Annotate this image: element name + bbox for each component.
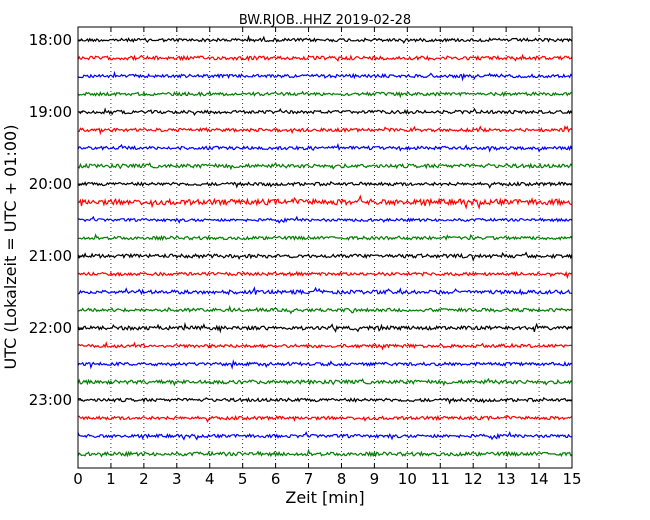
x-tick-labels: 0 1 2 3 4 5 6 7 8 9 10 11 12 13 14 15 bbox=[73, 470, 581, 488]
seismic-trace bbox=[77, 53, 573, 62]
seismic-trace bbox=[77, 161, 573, 171]
y-tick-labels: 18:00 19:00 20:00 21:00 22:00 23:00 bbox=[29, 31, 72, 409]
seismic-trace bbox=[77, 377, 573, 387]
x-tick-label: 1 bbox=[106, 470, 116, 488]
chart-title: BW.RJOB..HHZ 2019-02-28 bbox=[239, 13, 411, 28]
x-tick-label: 0 bbox=[73, 470, 83, 488]
y-tick-label: 20:00 bbox=[29, 175, 72, 193]
seismic-trace bbox=[77, 321, 573, 334]
trace-layer bbox=[77, 34, 573, 458]
seismic-trace bbox=[77, 70, 573, 82]
seismic-trace bbox=[77, 305, 573, 315]
y-tick-label: 18:00 bbox=[29, 31, 72, 49]
y-tick-label: 23:00 bbox=[29, 391, 72, 409]
seismic-trace bbox=[77, 341, 573, 351]
grid-layer bbox=[110, 27, 540, 468]
seismic-trace bbox=[78, 414, 573, 423]
x-axis-label: Zeit [min] bbox=[285, 488, 364, 507]
x-tick-label: 13 bbox=[497, 470, 516, 488]
seismic-trace bbox=[77, 34, 573, 44]
seismic-trace bbox=[78, 107, 573, 117]
seismic-trace bbox=[77, 215, 573, 224]
x-tick-label: 8 bbox=[337, 470, 347, 488]
x-tick-label: 15 bbox=[562, 470, 581, 488]
x-tick-label: 2 bbox=[139, 470, 149, 488]
seismic-trace bbox=[77, 194, 572, 210]
seismic-trace bbox=[77, 270, 573, 280]
x-tick-label: 4 bbox=[205, 470, 215, 488]
seismic-trace bbox=[77, 396, 573, 405]
y-tick-label: 22:00 bbox=[29, 319, 72, 337]
seismic-trace bbox=[77, 359, 573, 370]
seismic-trace bbox=[77, 448, 573, 458]
y-axis-label: UTC (Lokalzeit = UTC + 01:00) bbox=[1, 125, 20, 370]
seismic-trace bbox=[77, 430, 573, 441]
plot-frame bbox=[77, 26, 573, 469]
seismic-trace bbox=[77, 180, 573, 189]
y-tick-label: 19:00 bbox=[29, 103, 72, 121]
tick-layer bbox=[77, 27, 573, 468]
x-tick-label: 12 bbox=[464, 470, 483, 488]
seismic-trace bbox=[77, 233, 573, 242]
x-tick-label: 9 bbox=[370, 470, 380, 488]
x-tick-label: 11 bbox=[431, 470, 450, 488]
seismic-trace bbox=[77, 142, 573, 153]
seismic-trace bbox=[77, 125, 573, 136]
x-tick-label: 6 bbox=[271, 470, 281, 488]
x-tick-label: 10 bbox=[398, 470, 417, 488]
x-tick-label: 5 bbox=[238, 470, 248, 488]
x-tick-label: 7 bbox=[304, 470, 314, 488]
seismic-trace bbox=[77, 251, 573, 262]
seismic-trace bbox=[77, 90, 573, 99]
x-tick-label: 14 bbox=[530, 470, 549, 488]
x-tick-label: 3 bbox=[172, 470, 182, 488]
y-tick-label: 21:00 bbox=[29, 247, 72, 265]
seismic-trace bbox=[77, 286, 573, 296]
